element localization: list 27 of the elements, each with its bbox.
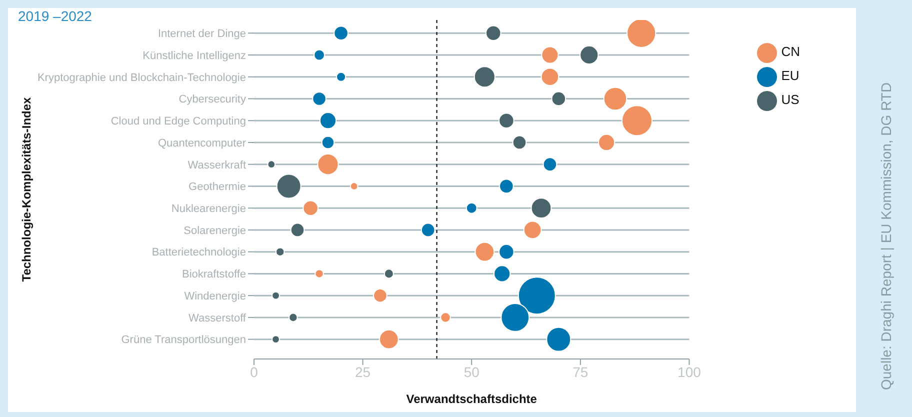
legend-label: EU <box>781 68 800 83</box>
x-tick-label: 25 <box>355 364 371 380</box>
legend-label: US <box>781 92 800 107</box>
x-tick-label: 75 <box>572 364 588 380</box>
legend-label: CN <box>781 44 800 59</box>
y-tick-label: Windenergie <box>184 290 246 302</box>
x-tick-label: 50 <box>464 364 480 380</box>
y-tick-label: Quantencomputer <box>158 137 246 150</box>
y-tick-label: Batterietechnologie <box>152 246 246 259</box>
y-tick-label: Wasserstoff <box>188 312 247 324</box>
y-tick-label: Kryptographie und Blockchain-Technologie <box>37 72 246 84</box>
y-tick-label: Solarenergie <box>184 224 246 237</box>
y-axis-title: Technologie-Komplexitäts-Index <box>19 96 34 282</box>
x-tick-label: 100 <box>678 364 702 380</box>
x-axis-title: Verwandtschaftsdichte <box>406 392 538 406</box>
text: 2019 –2022 <box>18 8 92 24</box>
y-tick-label: Grüne Transportlösungen <box>121 334 246 346</box>
y-tick-label: Cybersecurity <box>178 94 246 106</box>
y-tick-label: Geothermie <box>188 181 246 194</box>
y-tick-label: Internet der Dinge <box>158 28 246 40</box>
x-tick-label: 0 <box>250 364 258 380</box>
y-tick-label: Künstliche Intelligenz <box>142 50 246 62</box>
y-tick-label: Wasserkraft <box>188 159 246 172</box>
y-tick-label: Cloud und Edge Computing <box>110 116 246 128</box>
source-note: Quelle: Draghi Report | EU Kommission, DG RTD <box>878 82 894 390</box>
y-tick-label: Biokraftstoffe <box>182 268 246 281</box>
y-tick-label: Nuklearenergie <box>171 202 246 215</box>
